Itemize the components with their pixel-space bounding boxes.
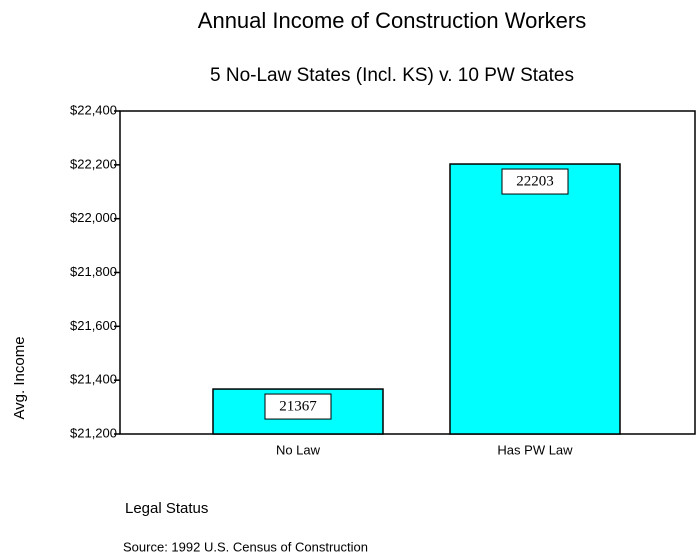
y-tick-label: $21,400 [70, 372, 117, 387]
source-note: Source: 1992 U.S. Census of Construction [123, 539, 368, 554]
value-label: 22203 [516, 173, 554, 189]
x-axis-label: Legal Status [125, 500, 208, 517]
value-label: 21367 [279, 398, 317, 414]
value-label-box [264, 393, 332, 420]
x-tick-label: No Law [276, 442, 321, 457]
chart-subtitle: 5 No-Law States (Incl. KS) v. 10 PW Stat… [210, 65, 574, 86]
y-tick-label: $22,200 [70, 156, 117, 171]
y-tick-label: $21,800 [70, 264, 117, 279]
y-axis-label: Avg. Income [11, 336, 28, 419]
x-tick-label: Has PW Law [497, 442, 573, 457]
chart-title: Annual Income of Construction Workers [198, 8, 586, 33]
bar [449, 163, 621, 435]
y-tick-label: $21,200 [70, 425, 117, 440]
y-tick-label: $21,600 [70, 318, 117, 333]
y-tick-label: $22,000 [70, 210, 117, 225]
value-label-box [501, 168, 569, 195]
y-tick-label: $22,400 [70, 102, 117, 117]
